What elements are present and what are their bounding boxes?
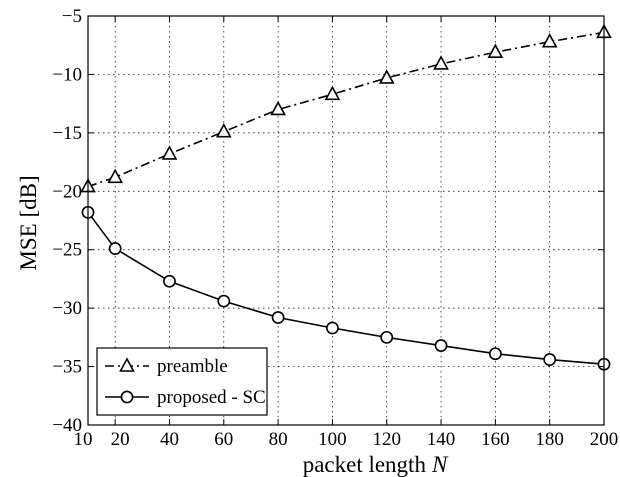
x-axis-label-text: packet length — [303, 452, 427, 477]
legend-label: preamble — [157, 356, 228, 377]
series-line — [87, 31, 605, 188]
x-tick-label: 180 — [535, 429, 564, 450]
y-tick-label: −5 — [62, 6, 82, 27]
axis-ticks — [87, 15, 605, 426]
x-tick-label: 10 — [74, 429, 93, 450]
x-tick-label: 40 — [160, 429, 179, 450]
y-tick-label: −15 — [52, 123, 82, 144]
x-axis-label-var: N — [431, 452, 449, 477]
x-tick-label: 200 — [590, 429, 619, 450]
data-point-circle — [163, 274, 176, 288]
data-point-circle — [108, 242, 122, 255]
legend-item-preamble: preamble — [105, 356, 228, 377]
x-tick-label: 20 — [111, 429, 130, 450]
legend-marker-triangle — [119, 357, 135, 372]
data-point-circle — [434, 339, 448, 352]
data-point-triangle — [378, 69, 395, 84]
legend-marker-circle — [120, 390, 134, 404]
data-point-triangle — [107, 168, 124, 184]
y-axis-label: MSE [dB] — [16, 175, 41, 270]
data-point-circle — [380, 330, 394, 344]
legend-box — [96, 347, 268, 416]
tick-labels: 10 20 40 60 80 100 120 140 160 180 200 −40 −35 −30 −25… — [52, 6, 618, 450]
x-tick-label: 160 — [481, 429, 510, 450]
y-tick-label: −25 — [52, 240, 82, 261]
data-point-circle — [488, 347, 502, 361]
data-point-circle — [543, 353, 557, 366]
y-tick-label: −30 — [52, 298, 82, 319]
y-tick-label: −40 — [52, 415, 82, 436]
y-tick-label: −35 — [52, 357, 82, 378]
plot-frame — [87, 15, 605, 426]
data-series — [80, 23, 612, 371]
series-preamble — [80, 23, 612, 193]
data-point-triangle — [324, 85, 341, 101]
data-point-triangle — [161, 145, 178, 160]
data-point-triangle — [433, 55, 449, 70]
series-proposed-sc — [81, 205, 611, 371]
legend: preamble proposed - SC — [96, 347, 268, 416]
x-tick-label: 120 — [372, 429, 401, 450]
y-tick-label: −20 — [52, 181, 82, 202]
x-tick-label: 80 — [269, 429, 288, 450]
x-axis-label: packet length N — [303, 452, 449, 477]
data-point-circle — [217, 294, 231, 308]
data-point-circle — [271, 311, 285, 324]
data-point-circle — [326, 321, 339, 335]
data-point-triangle — [270, 100, 286, 116]
legend-label: proposed - SC — [157, 387, 266, 408]
y-tick-label: −10 — [52, 64, 82, 85]
series-line — [87, 211, 605, 366]
data-point-triangle — [215, 123, 232, 138]
x-tick-label: 60 — [214, 429, 233, 450]
x-tick-label: 140 — [427, 429, 456, 450]
data-point-triangle — [541, 33, 558, 48]
legend-item-proposed-sc: proposed - SC — [105, 387, 266, 408]
data-point-triangle — [487, 43, 504, 59]
x-tick-label: 100 — [318, 429, 347, 450]
